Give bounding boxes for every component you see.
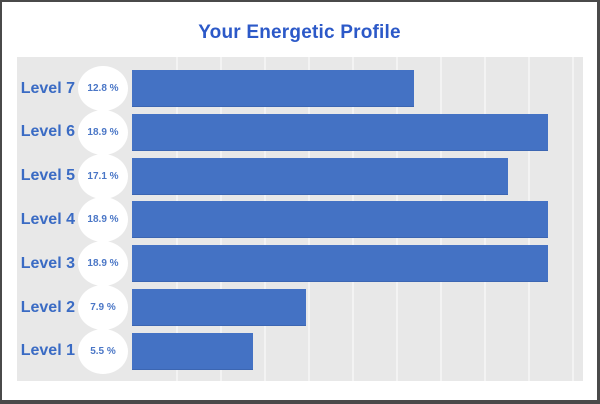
- bar-track: [132, 332, 583, 370]
- value-badge: 18.9 %: [78, 241, 128, 287]
- bar-track: [132, 157, 583, 195]
- chart-row-level-3: Level 3 18.9 %: [17, 241, 583, 287]
- value-badge: 5.5 %: [78, 328, 128, 374]
- bar-level-3: [132, 245, 548, 283]
- category-label: Level 3: [20, 254, 75, 272]
- bar-level-7: [132, 70, 414, 107]
- chart-row-level-6: Level 6 18.9 %: [17, 109, 583, 155]
- value-label: 18.9 %: [87, 126, 119, 138]
- category-label: Level 1: [20, 342, 75, 360]
- bar-level-1: [132, 332, 253, 370]
- bar-track: [132, 289, 583, 327]
- category-label: Level 5: [20, 167, 75, 185]
- chart-title: Your Energetic Profile: [198, 21, 401, 43]
- bar-track: [132, 245, 583, 283]
- value-badge: 17.1 %: [78, 153, 128, 199]
- value-badge: 18.9 %: [78, 109, 128, 155]
- category-label: Level 2: [20, 298, 75, 316]
- value-label: 12.8 %: [87, 83, 119, 94]
- chart-row-level-4: Level 4 18.9 %: [17, 197, 583, 243]
- bar-track: [132, 70, 583, 107]
- value-badge: 7.9 %: [78, 285, 128, 331]
- bar-level-5: [132, 157, 509, 195]
- category-label: Level 7: [20, 79, 75, 97]
- chart-row-level-2: Level 2 7.9 %: [17, 285, 583, 331]
- bar-track: [132, 113, 583, 151]
- value-label: 17.1 %: [87, 170, 119, 182]
- bar-level-2: [132, 289, 306, 327]
- chart-header: Your Energetic Profile: [2, 2, 597, 57]
- bar-track: [132, 201, 583, 239]
- value-label: 18.9 %: [87, 214, 119, 226]
- value-badge: 12.8 %: [78, 66, 128, 111]
- chart-row-level-5: Level 5 17.1 %: [17, 153, 583, 199]
- chart-row-level-1: Level 1 5.5 %: [17, 328, 583, 374]
- bar-level-4: [132, 201, 548, 239]
- category-label: Level 4: [20, 210, 75, 228]
- plot-area: Level 7 12.8 % Level 6 18.9 % Level 5 17…: [17, 57, 583, 381]
- value-label: 7.9 %: [90, 302, 116, 314]
- value-badge: 18.9 %: [78, 197, 128, 243]
- value-label: 5.5 %: [90, 345, 116, 357]
- chart-row-level-7: Level 7 12.8 %: [17, 66, 583, 111]
- bar-level-6: [132, 113, 548, 151]
- category-label: Level 6: [20, 123, 75, 141]
- value-label: 18.9 %: [87, 258, 119, 270]
